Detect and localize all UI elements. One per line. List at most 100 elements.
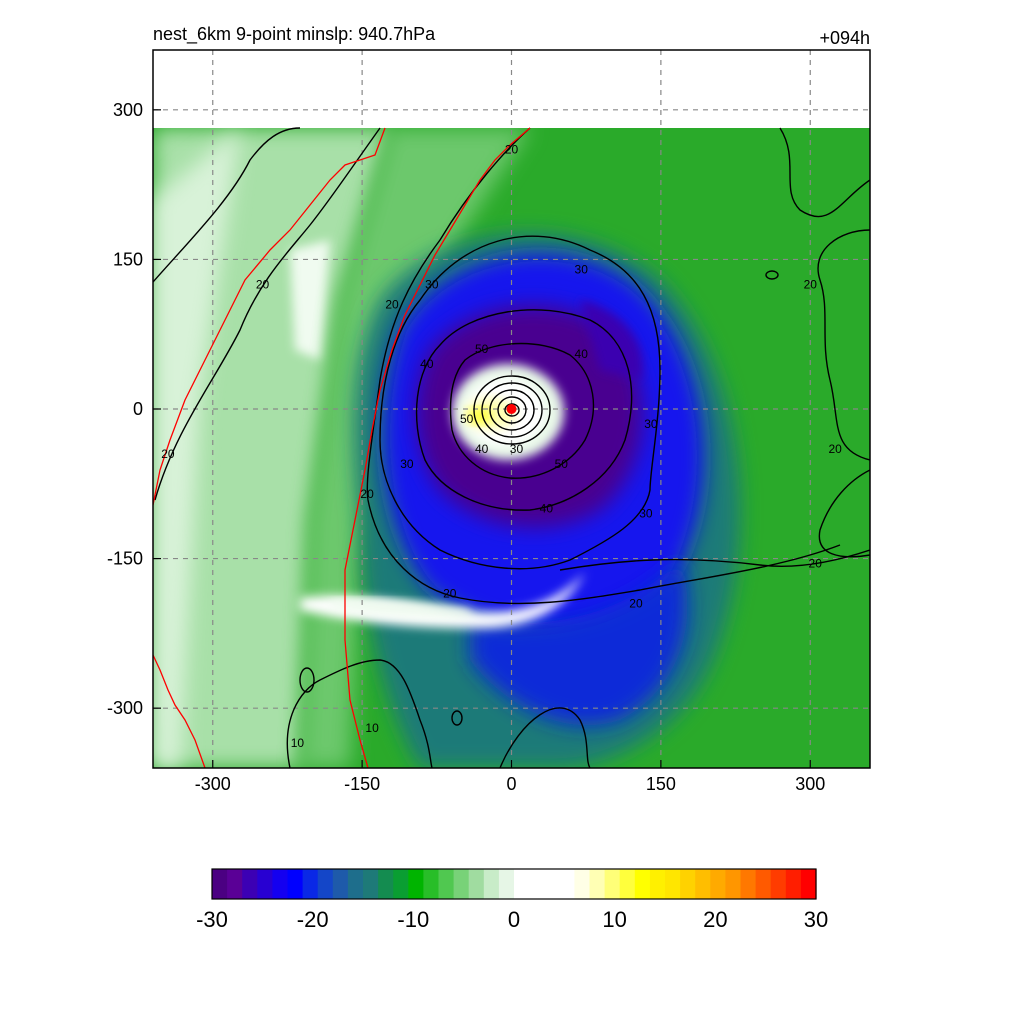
contour-label: 20 bbox=[828, 442, 842, 456]
colorbar-swatch bbox=[408, 869, 424, 899]
colorbar-swatch bbox=[529, 869, 545, 899]
colorbar-swatch bbox=[755, 869, 772, 899]
colorbar-swatch bbox=[438, 869, 455, 899]
y-tick-label: 300 bbox=[113, 100, 143, 120]
contour-label: 30 bbox=[510, 442, 524, 456]
colorbar-swatch bbox=[468, 869, 485, 899]
contour-20-left-lower bbox=[154, 127, 381, 501]
y-axis: 300 150 0 -150 -300 bbox=[107, 100, 161, 718]
colorbar-swatch bbox=[317, 869, 334, 899]
colorbar-swatch bbox=[649, 869, 666, 899]
y-tick-label: -150 bbox=[107, 549, 143, 569]
shaded-field bbox=[153, 128, 870, 768]
colorbar-swatch bbox=[559, 869, 575, 899]
contour-50 bbox=[449, 342, 595, 479]
colorbar-ticks: -30 -20 -10 0 10 20 30 bbox=[196, 907, 828, 932]
colorbar-tick-label: 10 bbox=[602, 907, 626, 932]
colorbar-tick-label: 20 bbox=[703, 907, 727, 932]
colorbar-frame bbox=[211, 868, 817, 900]
contour-label: 20 bbox=[256, 277, 270, 291]
contour-label: 20 bbox=[505, 143, 519, 157]
contour-label: 30 bbox=[425, 277, 439, 291]
contour-small-2 bbox=[451, 710, 463, 726]
contour-label: 50 bbox=[460, 412, 474, 426]
contour-20-left bbox=[153, 127, 301, 283]
colorbar-swatch bbox=[227, 869, 243, 899]
colorbar-swatch bbox=[287, 869, 304, 899]
contours bbox=[153, 127, 870, 768]
colorbar-swatch bbox=[302, 869, 319, 899]
colorbar-tick-label: 0 bbox=[508, 907, 520, 932]
contour-label: 40 bbox=[575, 347, 589, 361]
contour-label: 30 bbox=[644, 417, 658, 431]
contour-label: 20 bbox=[385, 297, 399, 311]
colorbar-swatch bbox=[680, 869, 696, 899]
contour-label: 30 bbox=[400, 457, 414, 471]
contour-20-main bbox=[366, 127, 841, 605]
colorbar-swatch bbox=[212, 869, 228, 899]
contour-label: 20 bbox=[809, 557, 823, 571]
contour-label: 40 bbox=[420, 357, 434, 371]
x-tick-label: 150 bbox=[646, 774, 676, 794]
colorbar-tick-label: 30 bbox=[804, 907, 828, 932]
contour-eye-2 bbox=[481, 382, 543, 438]
colorbar-swatch bbox=[257, 869, 273, 899]
colorbar-swatch bbox=[665, 869, 681, 899]
contour-10-sw bbox=[286, 659, 433, 768]
colorbar-swatch bbox=[770, 869, 787, 899]
colorbar-tick-label: -20 bbox=[297, 907, 329, 932]
contour-label: 20 bbox=[360, 487, 374, 501]
contour-label: 30 bbox=[639, 507, 653, 521]
contour-labels: 20 20 20 30 30 20 50 40 40 50 40 30 30 30 50 20 20 40 30 20… bbox=[161, 143, 842, 750]
colorbar-tick-label: -30 bbox=[196, 907, 228, 932]
colorbar-swatch bbox=[393, 869, 409, 899]
colorbar-swatch bbox=[710, 869, 726, 899]
colorbar-swatch bbox=[483, 869, 500, 899]
x-tick-label: -150 bbox=[344, 774, 380, 794]
contour-label: 20 bbox=[804, 277, 818, 291]
contour-10-se bbox=[499, 707, 591, 768]
contour-label: 40 bbox=[475, 442, 489, 456]
contour-label: 10 bbox=[291, 736, 305, 750]
contour-eye-1 bbox=[473, 375, 551, 445]
contour-eye-3 bbox=[489, 389, 535, 431]
colorbar-swatch bbox=[363, 869, 379, 899]
contour-label: 50 bbox=[475, 342, 489, 356]
contour-small-1 bbox=[299, 667, 315, 693]
red-boundaries bbox=[153, 127, 531, 768]
colorbar-swatch bbox=[574, 869, 591, 899]
contour-20-right-mid bbox=[817, 229, 870, 461]
colorbar-swatch bbox=[589, 869, 606, 899]
chart-time-label: +094h bbox=[819, 28, 870, 48]
contour-20-right bbox=[779, 127, 870, 218]
contour-label: 20 bbox=[161, 447, 175, 461]
contour-40 bbox=[415, 309, 633, 511]
colorbar-swatch bbox=[242, 869, 258, 899]
contour-label: 30 bbox=[575, 262, 589, 276]
colorbar-swatch bbox=[423, 869, 440, 899]
colorbar-swatch bbox=[800, 869, 817, 899]
contour-30-outer bbox=[379, 235, 661, 570]
colorbar-swatch bbox=[604, 869, 621, 899]
red-line-left bbox=[153, 127, 386, 506]
storm-center-marker bbox=[506, 404, 517, 414]
y-tick-label: -300 bbox=[107, 698, 143, 718]
colorbar-swatch bbox=[453, 869, 470, 899]
colorbar-swatch bbox=[634, 869, 651, 899]
contour-label: 20 bbox=[629, 596, 643, 610]
colorbar-swatch bbox=[740, 869, 757, 899]
colorbar-swatch bbox=[272, 869, 289, 899]
x-tick-label: 300 bbox=[795, 774, 825, 794]
contour-label: 50 bbox=[555, 457, 569, 471]
contour-eye-4 bbox=[497, 396, 527, 424]
red-line-sw bbox=[153, 654, 206, 768]
colorbar-swatch bbox=[332, 869, 349, 899]
y-tick-label: 150 bbox=[113, 249, 143, 269]
colorbar-swatch bbox=[347, 869, 364, 899]
x-axis: -300 -150 0 150 300 bbox=[195, 760, 825, 794]
red-line-center bbox=[344, 127, 531, 768]
colorbar-swatch bbox=[514, 869, 530, 899]
contour-20-east bbox=[818, 469, 870, 558]
colorbar-swatch bbox=[498, 869, 515, 899]
